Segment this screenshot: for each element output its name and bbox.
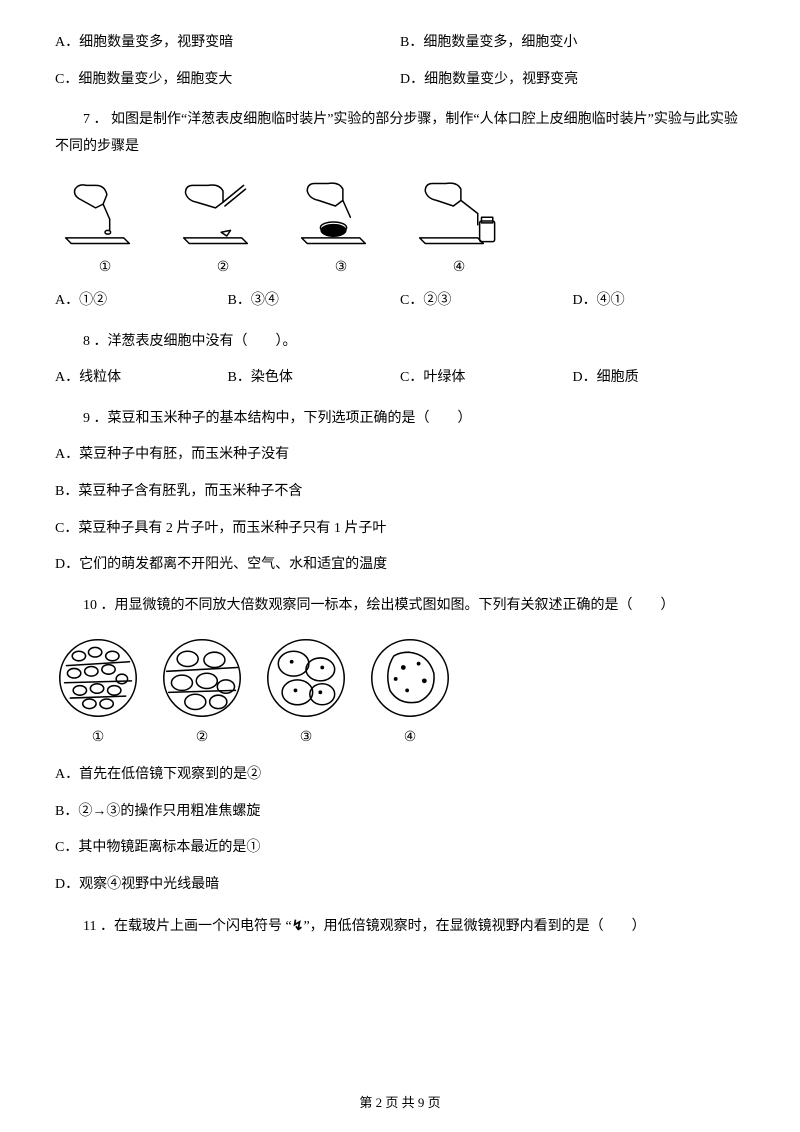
q11-stem: 11 ．在载玻片上画一个闪电符号 “↯”，用低倍镜观察时，在显微镜视野内看到的是… bbox=[55, 912, 745, 941]
q10-option-c: C．其中物镜距离标本最近的是① bbox=[55, 835, 745, 862]
q7-option-a: A．①② bbox=[55, 288, 228, 315]
q6-option-a: A．细胞数量变多，视野变暗 bbox=[55, 30, 400, 57]
q7-figure-label-2: ② bbox=[217, 255, 230, 282]
q7-figure-4: ④ bbox=[409, 176, 509, 282]
q9-options: A．菜豆种子中有胚，而玉米种子没有 B．菜豆种子含有胚乳，而玉米种子不含 C．菜… bbox=[55, 442, 745, 578]
q9-option-b: B．菜豆种子含有胚乳，而玉米种子不含 bbox=[55, 479, 745, 506]
q8-options-row: A．线粒体 B．染色体 C．叶绿体 D．细胞质 bbox=[55, 365, 745, 392]
microscope-view-many-icon bbox=[55, 635, 141, 721]
q8-option-a: A．线粒体 bbox=[55, 365, 228, 392]
q6-option-c: C．细胞数量变少，细胞变大 bbox=[55, 67, 400, 94]
q11-stem-before: 11 ．在载玻片上画一个闪电符号 “ bbox=[83, 919, 292, 934]
q7-options-row: A．①② B．③④ C．②③ D．④① bbox=[55, 288, 745, 315]
q9-option-a: A．菜豆种子中有胚，而玉米种子没有 bbox=[55, 442, 745, 469]
q7-figure-label-3: ③ bbox=[335, 255, 348, 282]
q10-option-a: A．首先在低倍镜下观察到的是② bbox=[55, 762, 745, 789]
q6-options-row2: C．细胞数量变少，细胞变大 D．细胞数量变少，视野变亮 bbox=[55, 67, 745, 94]
q8-option-d: D．细胞质 bbox=[573, 365, 746, 392]
q10-figure-2: ② bbox=[159, 635, 245, 752]
q10-figure-1: ① bbox=[55, 635, 141, 752]
q7-stem: 7 ． 如图是制作“洋葱表皮细胞临时装片”实验的部分步骤，制作“人体口腔上皮细胞… bbox=[55, 107, 745, 160]
q7-figure-1: ① bbox=[55, 176, 155, 282]
hand-drop-icon bbox=[55, 176, 155, 251]
q10-figure-row: ① ② ③ bbox=[55, 635, 745, 752]
q7-option-b: B．③④ bbox=[228, 288, 401, 315]
q10-option-b: B．②→③的操作只用粗准焦螺旋 bbox=[55, 799, 745, 826]
microscope-view-one-icon bbox=[367, 635, 453, 721]
q10-stem: 10 ．用显微镜的不同放大倍数观察同一标本，绘出模式图如图。下列有关叙述正确的是… bbox=[55, 593, 745, 620]
q10-options: A．首先在低倍镜下观察到的是② B．②→③的操作只用粗准焦螺旋 C．其中物镜距离… bbox=[55, 762, 745, 898]
q6-options-row1: A．细胞数量变多，视野变暗 B．细胞数量变多，细胞变小 bbox=[55, 30, 745, 57]
q9-option-c: C．菜豆种子具有 2 片子叶，而玉米种子只有 1 片子叶 bbox=[55, 516, 745, 543]
q10-figure-label-2: ② bbox=[196, 725, 209, 752]
hand-stain-icon bbox=[291, 176, 391, 251]
q6-option-d: D．细胞数量变少，视野变亮 bbox=[400, 67, 745, 94]
q9-option-d: D．它们的萌发都离不开阳光、空气、水和适宜的温度 bbox=[55, 552, 745, 579]
q10-figure-label-3: ③ bbox=[300, 725, 313, 752]
q10-figure-label-4: ④ bbox=[404, 725, 417, 752]
page-footer: 第 2 页 共 9 页 bbox=[0, 1091, 800, 1116]
q7-option-d: D．④① bbox=[573, 288, 746, 315]
q7-figure-label-4: ④ bbox=[453, 255, 466, 282]
hand-tweezer-icon bbox=[173, 176, 273, 251]
hand-coverslip-icon bbox=[409, 176, 509, 251]
q7-figure-row: ① ② ③ bbox=[55, 176, 745, 282]
q9-stem: 9 ．菜豆和玉米种子的基本结构中，下列选项正确的是（ ） bbox=[55, 406, 745, 433]
q6-option-b: B．细胞数量变多，细胞变小 bbox=[400, 30, 745, 57]
microscope-view-few-icon bbox=[263, 635, 349, 721]
q8-option-c: C．叶绿体 bbox=[400, 365, 573, 392]
q8-option-b: B．染色体 bbox=[228, 365, 401, 392]
q7-figure-3: ③ bbox=[291, 176, 391, 282]
q7-figure-2: ② bbox=[173, 176, 273, 282]
q11-stem-after: ”，用低倍镜观察时，在显微镜视野内看到的是（ ） bbox=[303, 919, 645, 934]
q7-option-c: C．②③ bbox=[400, 288, 573, 315]
q10-figure-3: ③ bbox=[263, 635, 349, 752]
q8-stem: 8 ．洋葱表皮细胞中没有（ ）。 bbox=[55, 329, 745, 356]
microscope-view-fewer-icon bbox=[159, 635, 245, 721]
q10-figure-4: ④ bbox=[367, 635, 453, 752]
lightning-icon: ↯ bbox=[292, 917, 304, 933]
q10-option-d: D．观察④视野中光线最暗 bbox=[55, 872, 745, 899]
q7-figure-label-1: ① bbox=[99, 255, 112, 282]
q10-figure-label-1: ① bbox=[92, 725, 105, 752]
